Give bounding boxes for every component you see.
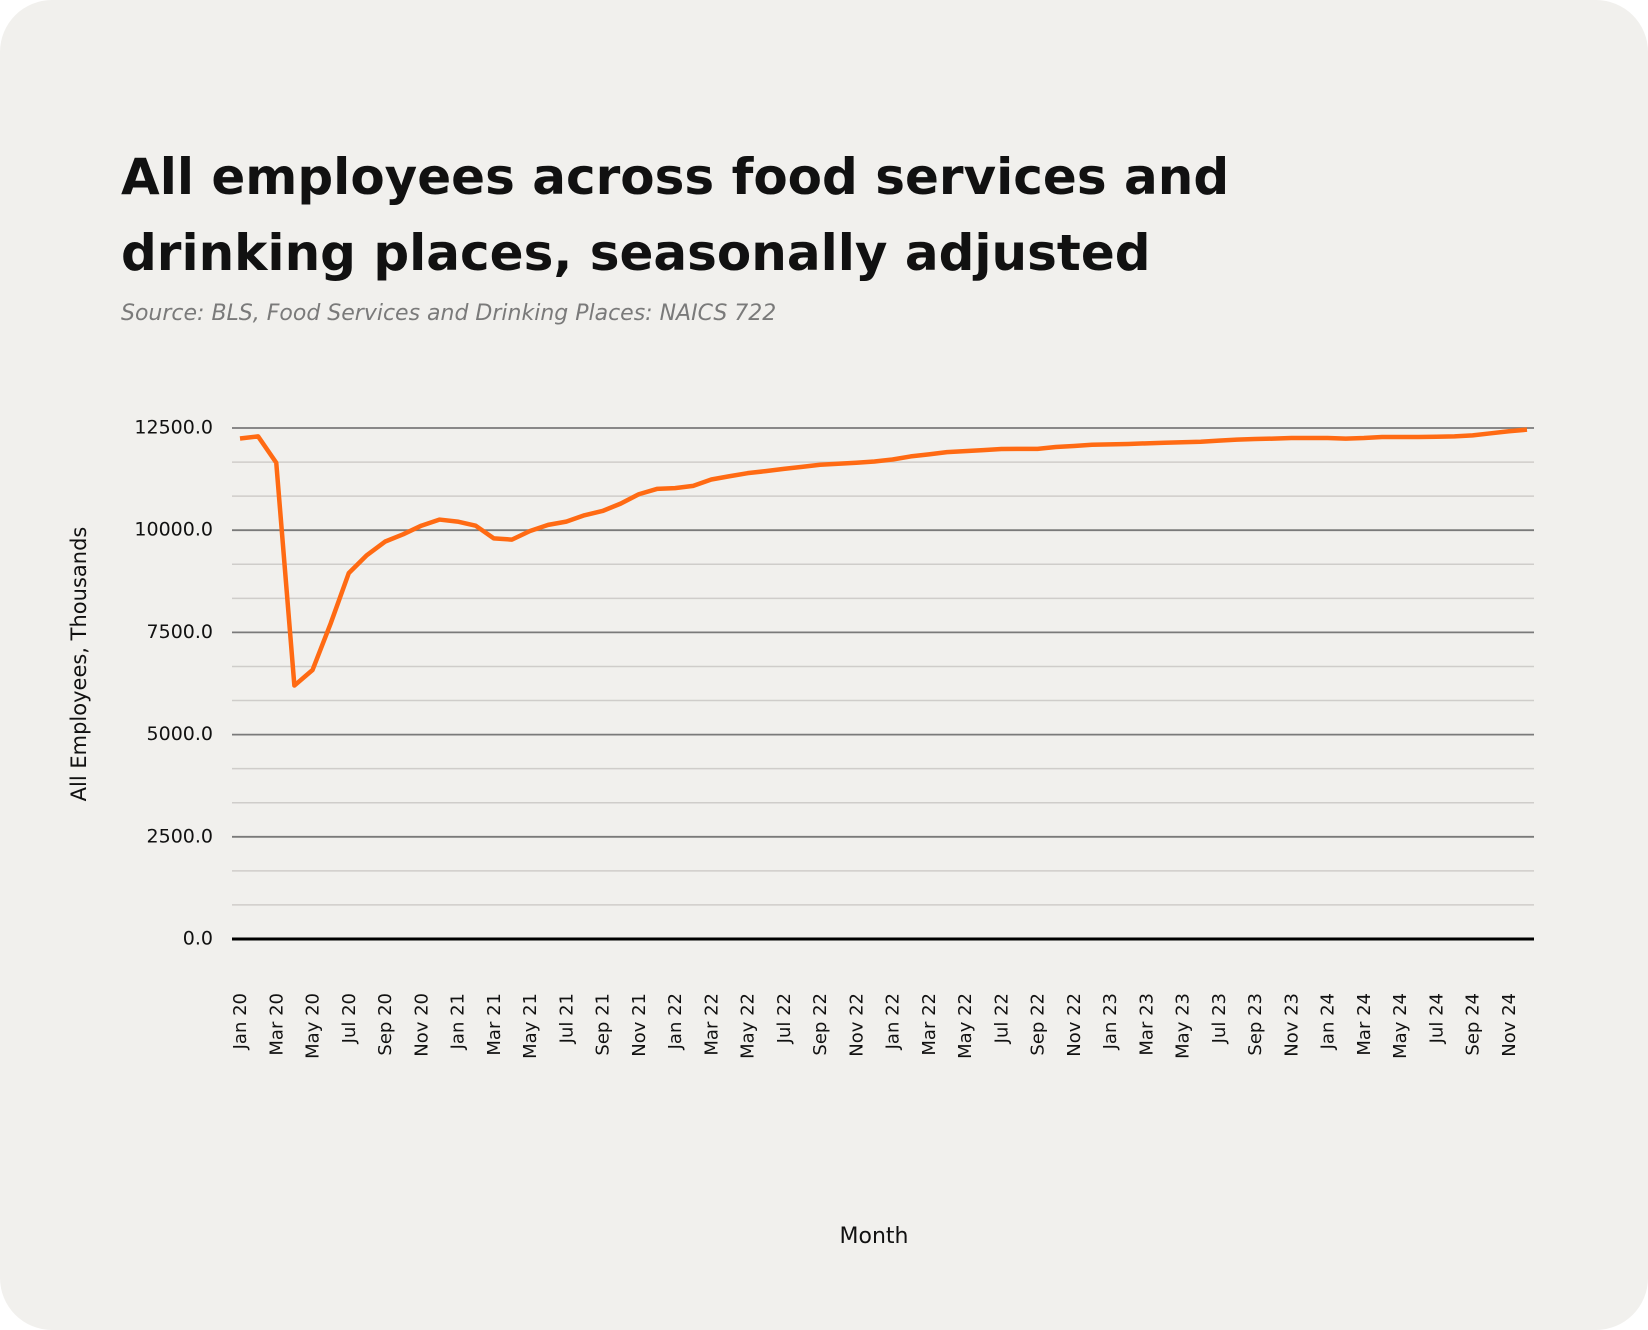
x-tick-label: Jul 22 bbox=[991, 993, 1012, 1044]
x-tick-label: May 20 bbox=[303, 993, 324, 1059]
x-tick-label: Mar 23 bbox=[1136, 993, 1157, 1056]
x-tick-label: Jan 21 bbox=[448, 993, 469, 1050]
x-tick-label: Mar 22 bbox=[701, 993, 722, 1056]
x-tick-label: Sep 22 bbox=[1028, 993, 1049, 1056]
x-tick-label: Jul 22 bbox=[774, 993, 795, 1044]
y-tick-label: 5000.0 bbox=[147, 723, 213, 745]
x-tick-label: Nov 22 bbox=[846, 993, 867, 1057]
x-tick-label: Nov 20 bbox=[411, 993, 432, 1057]
x-tick-label: Jul 23 bbox=[1209, 993, 1230, 1044]
y-tick-label: 12500.0 bbox=[134, 417, 213, 439]
x-axis-label: Month bbox=[840, 1224, 909, 1249]
y-tick-label: 2500.0 bbox=[147, 825, 213, 847]
x-tick-label: Jul 24 bbox=[1426, 993, 1447, 1044]
x-tick-label: May 23 bbox=[1173, 993, 1194, 1059]
x-tick-label: Jan 20 bbox=[230, 993, 251, 1050]
x-tick-label: Mar 20 bbox=[266, 993, 287, 1056]
x-tick-label: Mar 21 bbox=[484, 993, 505, 1056]
subtitle: Source: BLS, Food Services and Drinking … bbox=[121, 301, 776, 326]
x-tick-label: Mar 24 bbox=[1354, 993, 1375, 1056]
y-tick-label: 10000.0 bbox=[134, 519, 213, 541]
x-tick-label: Jan 24 bbox=[1318, 993, 1339, 1050]
y-axis-label: All Employees, Thousands bbox=[67, 527, 91, 802]
x-tick-label: Sep 21 bbox=[593, 993, 614, 1056]
x-tick-label: Sep 23 bbox=[1245, 993, 1266, 1056]
y-tick-label: 0.0 bbox=[183, 928, 213, 950]
x-tick-label: Sep 22 bbox=[810, 993, 831, 1056]
x-tick-label: Sep 24 bbox=[1463, 993, 1484, 1056]
x-tick-label: Jan 23 bbox=[1100, 993, 1121, 1050]
x-tick-label: Mar 22 bbox=[919, 993, 940, 1056]
x-tick-label: May 24 bbox=[1390, 993, 1411, 1059]
x-tick-label: Jan 22 bbox=[665, 993, 686, 1050]
x-tick-label: Nov 22 bbox=[1064, 993, 1085, 1057]
x-tick-label: May 21 bbox=[520, 993, 541, 1059]
x-tick-label: Nov 23 bbox=[1281, 993, 1302, 1057]
chart-title: All employees across food services and dr… bbox=[121, 148, 1229, 282]
x-tick-label: Nov 21 bbox=[629, 993, 650, 1057]
x-tick-label: Jan 22 bbox=[883, 993, 904, 1050]
x-tick-label: Sep 20 bbox=[375, 993, 396, 1056]
x-tick-label: May 22 bbox=[955, 993, 976, 1059]
y-tick-label: 7500.0 bbox=[147, 621, 213, 643]
x-tick-label: Jul 21 bbox=[556, 993, 577, 1044]
x-tick-label: Nov 24 bbox=[1499, 993, 1520, 1057]
chart-title-text: All employees across food services and dr… bbox=[121, 148, 1229, 282]
x-tick-label: Jul 20 bbox=[339, 993, 360, 1044]
data-line bbox=[239, 427, 1528, 688]
x-tick-label: May 22 bbox=[738, 993, 759, 1059]
